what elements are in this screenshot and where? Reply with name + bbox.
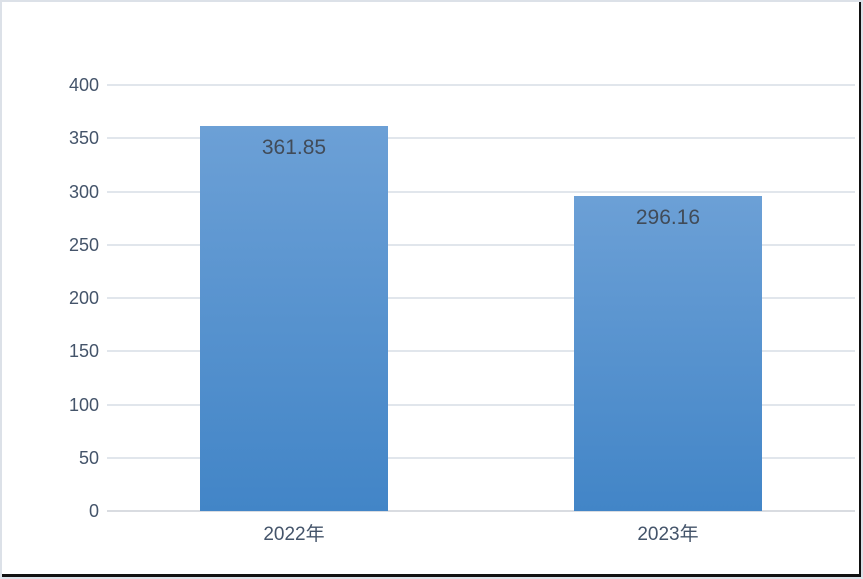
- gridline-100: [107, 403, 855, 406]
- y-tick-label-400: 400: [68, 75, 99, 95]
- y-tick-label-200: 200: [68, 288, 99, 308]
- screenshot-right-edge: [859, 2, 861, 577]
- gridline-200: [107, 297, 855, 299]
- y-tick-label-50: 50: [78, 447, 99, 468]
- y-tick-label-250: 250: [68, 234, 99, 255]
- y-tick-label-300: 300: [68, 181, 99, 202]
- y-tick-label-100: 100: [68, 394, 99, 415]
- gridline-300: [107, 190, 855, 193]
- y-tick-label-0: 0: [88, 501, 99, 521]
- data-label-2022年: 361.85: [261, 135, 327, 159]
- x-axis-line: [107, 510, 855, 512]
- y-tick-label-350: 350: [68, 128, 99, 149]
- bar-2022年: [200, 125, 388, 511]
- gridline-400: [107, 84, 855, 86]
- y-tick-label-150: 150: [68, 341, 99, 362]
- gridline-250: [107, 243, 855, 246]
- screenshot-bottom-edge: [2, 574, 861, 577]
- bar-2023年: [574, 195, 762, 511]
- data-label-2023年: 296.16: [635, 205, 701, 229]
- gridline-150: [107, 350, 855, 353]
- category-label-2022年: 2022年: [263, 524, 325, 545]
- gridline-50: [107, 456, 855, 459]
- category-label-2023年: 2023年: [637, 524, 699, 545]
- gridline-350: [107, 137, 855, 140]
